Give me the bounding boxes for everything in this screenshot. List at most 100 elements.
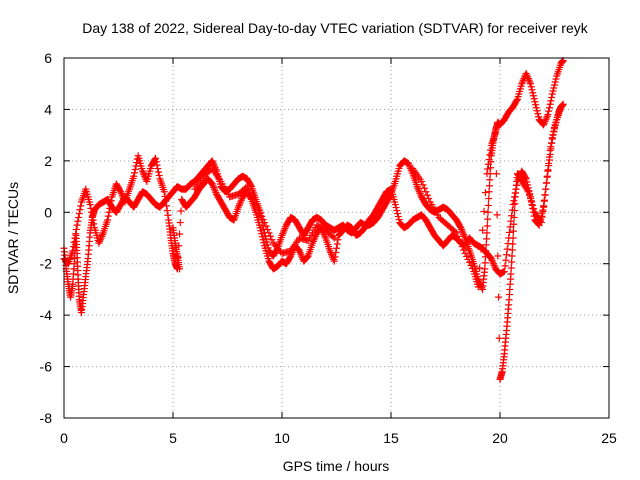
data-point xyxy=(140,171,148,179)
data-point xyxy=(527,80,535,88)
data-point xyxy=(243,183,251,191)
data-point xyxy=(477,245,485,253)
data-point xyxy=(547,143,555,151)
plot-frame xyxy=(63,57,610,419)
data-point xyxy=(467,261,475,269)
data-point xyxy=(483,229,491,237)
data-point xyxy=(495,293,503,301)
data-point xyxy=(461,249,469,257)
data-point xyxy=(425,195,433,203)
data-point xyxy=(253,204,261,212)
data-point xyxy=(247,181,255,189)
data-point xyxy=(210,183,218,191)
data-point xyxy=(404,159,412,167)
data-point xyxy=(330,234,338,242)
data-point xyxy=(417,191,425,199)
data-point xyxy=(75,210,83,218)
data-point xyxy=(535,113,543,121)
data-point xyxy=(492,170,500,178)
data-point xyxy=(482,241,490,249)
data-point xyxy=(422,188,430,196)
data-point xyxy=(256,210,264,218)
data-point xyxy=(162,202,170,210)
data-point xyxy=(95,239,103,247)
data-point xyxy=(489,258,497,266)
data-point xyxy=(543,112,551,120)
data-point xyxy=(162,197,170,205)
data-point xyxy=(327,250,335,258)
data-point xyxy=(152,158,160,166)
data-point xyxy=(542,185,550,193)
data-point xyxy=(494,252,502,260)
data-point xyxy=(542,116,550,124)
data-point xyxy=(334,236,342,244)
data-point xyxy=(247,192,255,200)
data-point xyxy=(209,159,217,167)
data-point xyxy=(303,253,311,261)
data-point xyxy=(104,216,112,224)
data-point xyxy=(483,170,491,178)
data-point xyxy=(333,244,340,252)
data-point xyxy=(97,234,105,242)
data-point xyxy=(480,207,488,215)
data-point xyxy=(484,208,492,216)
data-point xyxy=(530,205,538,213)
data-point xyxy=(548,139,556,147)
data-point xyxy=(262,222,270,230)
data-point xyxy=(538,213,546,221)
data-point xyxy=(536,217,544,225)
data-point xyxy=(526,78,534,86)
data-point xyxy=(540,202,548,210)
data-point xyxy=(296,249,304,257)
data-point xyxy=(484,165,492,173)
data-point xyxy=(522,69,530,77)
data-point xyxy=(457,239,465,247)
data-point xyxy=(329,233,337,241)
data-point xyxy=(252,201,260,209)
data-point xyxy=(532,104,540,112)
data-point xyxy=(456,222,464,230)
data-point xyxy=(107,201,115,209)
data-point xyxy=(543,172,551,180)
data-point xyxy=(280,226,288,234)
data-point xyxy=(245,186,253,194)
data-point xyxy=(96,237,104,245)
data-point xyxy=(484,215,492,223)
data-point xyxy=(481,189,489,197)
data-point xyxy=(76,206,84,214)
data-point xyxy=(509,240,517,248)
data-point xyxy=(483,222,491,230)
data-point xyxy=(540,121,548,129)
data-point xyxy=(487,255,495,263)
series-trace-b xyxy=(60,100,567,278)
data-point xyxy=(107,197,115,205)
data-point xyxy=(548,93,556,101)
data-point xyxy=(332,249,340,257)
data-point xyxy=(460,232,468,240)
data-point xyxy=(527,195,535,203)
data-point xyxy=(333,240,341,248)
data-point xyxy=(527,83,535,91)
series-trace-c xyxy=(169,103,565,383)
data-point xyxy=(208,180,216,188)
y-tick-label: -8 xyxy=(40,410,53,426)
data-point xyxy=(71,234,79,242)
data-point xyxy=(96,236,104,244)
data-point xyxy=(531,98,539,106)
data-point xyxy=(73,221,81,229)
data-point xyxy=(70,238,78,246)
data-point xyxy=(545,104,553,112)
data-point xyxy=(545,153,553,161)
data-point xyxy=(414,184,422,192)
data-point xyxy=(88,212,96,220)
data-point xyxy=(309,237,317,245)
data-point xyxy=(511,200,519,208)
data-point xyxy=(454,232,462,240)
data-point xyxy=(457,225,465,233)
data-point xyxy=(528,198,536,206)
data-point xyxy=(309,239,317,247)
data-point xyxy=(501,262,509,270)
y-tick-label: -4 xyxy=(40,307,53,323)
data-point xyxy=(465,258,473,266)
